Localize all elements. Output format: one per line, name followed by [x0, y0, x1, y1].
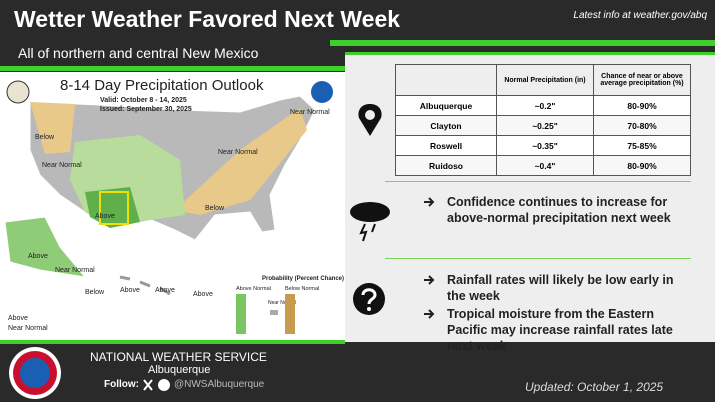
map-title: 8-14 Day Precipitation Outlook [60, 77, 264, 94]
map-label: Near Normal [290, 109, 330, 116]
map-label: Below [85, 289, 105, 296]
table-cell: Clayton [395, 115, 497, 136]
map-label: Near Normal [218, 149, 258, 156]
footer: NATIONAL WEATHER SERVICE Albuquerque Fol… [0, 340, 715, 402]
map-label: Above [155, 287, 175, 294]
legend-swatches [236, 294, 295, 334]
table-row: Ruidoso ~0.4" 80-90% [395, 155, 691, 176]
updated: Updated: October 1, 2025 [525, 380, 664, 394]
bullet: Confidence continues to increase for abo… [447, 195, 671, 225]
title: Wetter Weather Favored Next Week [14, 6, 401, 32]
below-region [30, 102, 75, 154]
map-label: Above [193, 291, 213, 298]
table-cell: ~0.35" [496, 135, 594, 156]
map-label: Above [120, 287, 140, 294]
map-label: Near Normal [55, 267, 95, 274]
outlook-map: 8-14 Day Precipitation Outlook Valid: Oc… [0, 72, 345, 340]
hawaii [119, 275, 171, 296]
table-cell: Albuquerque [395, 95, 497, 116]
table-header [395, 64, 497, 96]
info-panel: Normal Precipitation (in) Chance of near … [345, 52, 715, 353]
alaska [4, 216, 87, 278]
table-header: Chance of near or above average precipit… [593, 64, 691, 96]
table-row: Roswell ~0.35" 75-85% [395, 135, 691, 156]
precip-table: Normal Precipitation (in) Chance of near … [395, 64, 691, 176]
legend-swatch [270, 310, 278, 315]
nws-logo [9, 347, 61, 399]
map-label: Below [35, 134, 55, 141]
divider [385, 258, 691, 259]
social-icons [143, 379, 170, 391]
map-issued: Issued: September 30, 2025 [100, 106, 192, 113]
follow-label: Follow: [104, 379, 139, 390]
table-cell: 80-90% [593, 95, 691, 116]
divider [385, 181, 691, 182]
table-cell: ~0.4" [496, 155, 594, 176]
bullet-arrows [424, 197, 435, 319]
storm-icon [350, 202, 390, 242]
agency: NATIONAL WEATHER SERVICE [90, 350, 267, 364]
map-valid: Valid: October 8 - 14, 2025 [100, 97, 187, 104]
table-cell: Ruidoso [395, 155, 497, 176]
table-cell: Roswell [395, 135, 497, 156]
subtitle: All of northern and central New Mexico [18, 45, 259, 61]
legend-heading: Near Normal [268, 300, 296, 306]
accent-stripe [0, 66, 345, 71]
map-label: Near Normal [42, 162, 82, 169]
table-header: Normal Precipitation (in) [496, 64, 594, 96]
nm-outline [99, 191, 129, 225]
bullet: Rainfall rates will likely be low early … [447, 273, 674, 303]
legend-title: Probability (Percent Chance) [262, 276, 344, 282]
table-cell: ~0.2" [496, 95, 594, 116]
accent-stripe [345, 52, 715, 55]
noaa-logo [311, 81, 333, 103]
noaa-seal [6, 80, 30, 104]
table-row: Albuquerque ~0.2" 80-90% [395, 95, 691, 116]
accent-stripe [0, 340, 345, 344]
map-label: Below [205, 205, 225, 212]
table-row: Clayton ~0.25" 70-80% [395, 115, 691, 136]
legend-heading: Above Normal [236, 286, 271, 292]
location-icon [358, 104, 382, 136]
bullet: Tropical moisture from the Eastern Pacif… [447, 307, 673, 353]
table-cell: 80-90% [593, 155, 691, 176]
office: Albuquerque [148, 364, 211, 376]
handle[interactable]: @NWSAlbuquerque [174, 379, 265, 390]
link-text: Latest info at weather.gov/abq [573, 10, 707, 21]
above-region [85, 187, 140, 228]
table-cell: 70-80% [593, 115, 691, 136]
below-region [175, 108, 307, 215]
map-label: Above [28, 253, 48, 260]
table-cell: 75-85% [593, 135, 691, 156]
legend-swatch [285, 294, 295, 334]
legend-heading: Below Normal [285, 286, 319, 292]
map-label: Above [95, 213, 115, 220]
legend-swatch [236, 294, 246, 334]
map-label: Above [8, 315, 28, 322]
question-icon [353, 283, 385, 315]
map-label: Near Normal [8, 325, 48, 332]
table-cell: ~0.25" [496, 115, 594, 136]
accent-stripe [330, 40, 715, 46]
